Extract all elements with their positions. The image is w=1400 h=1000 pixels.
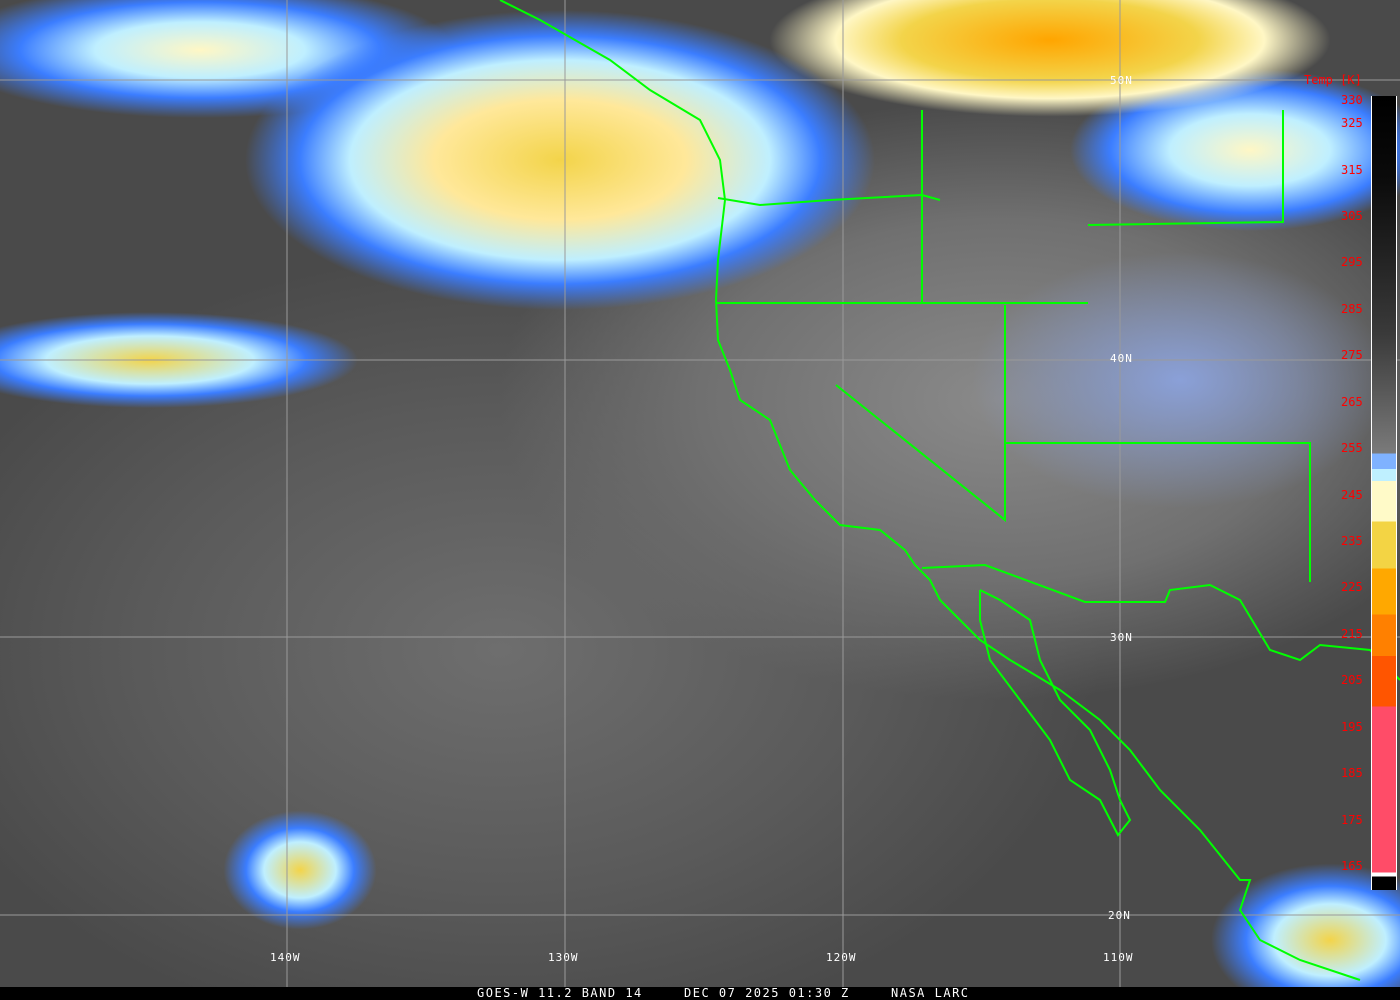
lon-label-110w: 110W — [1103, 951, 1134, 964]
colorbar-label-275: 275 — [1341, 348, 1363, 363]
colorbar-label-225: 225 — [1341, 580, 1363, 595]
oregon-washington-border — [717, 193, 941, 207]
colorbar-label-165: 165 — [1341, 859, 1363, 873]
source-label: NASA LARC — [891, 986, 970, 1000]
colorbar-title: Temp [K] — [1304, 73, 1362, 87]
colorbar-label-235: 235 — [1341, 534, 1363, 549]
colorbar-label-285: 285 — [1341, 301, 1363, 316]
lat-label-20n: 20N — [1108, 909, 1131, 922]
colorbar-label-255: 255 — [1341, 441, 1363, 456]
colorbar-label-325: 325 — [1341, 116, 1363, 131]
lon-label-130w: 130W — [548, 951, 579, 964]
colorbar-label-185: 185 — [1341, 766, 1363, 781]
colorbar-label-315: 315 — [1341, 162, 1363, 177]
colorbar-label-330: 330 — [1341, 93, 1363, 107]
baja-peninsula — [979, 589, 1132, 837]
lat-label-30n: 30N — [1110, 631, 1133, 644]
colorbar-label-305: 305 — [1341, 209, 1363, 224]
lon-label-140w: 140W — [270, 951, 301, 964]
colorbar-label-265: 265 — [1341, 394, 1363, 409]
colorbar-label-295: 295 — [1341, 255, 1363, 270]
caption-bar: GOES-W 11.2 BAND 14 DEC 07 2025 01:30 Z … — [0, 987, 1400, 1000]
us-mexico-border — [921, 563, 1400, 681]
boundaries — [499, 0, 1400, 981]
colorbar — [1371, 96, 1397, 890]
utah-arizona-border — [1005, 442, 1311, 582]
colorbar-label-245: 245 — [1341, 487, 1363, 502]
datetime-label: DEC 07 2025 01:30 Z — [684, 986, 850, 1000]
colorbar-label-205: 205 — [1341, 673, 1363, 688]
west-coastline — [499, 0, 1361, 981]
lat-label-40n: 40N — [1110, 352, 1133, 365]
lat-label-50n: 50N — [1110, 74, 1133, 87]
colorbar-label-215: 215 — [1341, 626, 1363, 641]
wyoming-montana-border — [1087, 110, 1284, 226]
colorbar-label-195: 195 — [1341, 719, 1363, 734]
nevada-border — [835, 305, 1006, 523]
lon-label-120w: 120W — [826, 951, 857, 964]
satellite-band-label: GOES-W 11.2 BAND 14 — [477, 986, 643, 1000]
colorbar-label-175: 175 — [1341, 812, 1363, 827]
